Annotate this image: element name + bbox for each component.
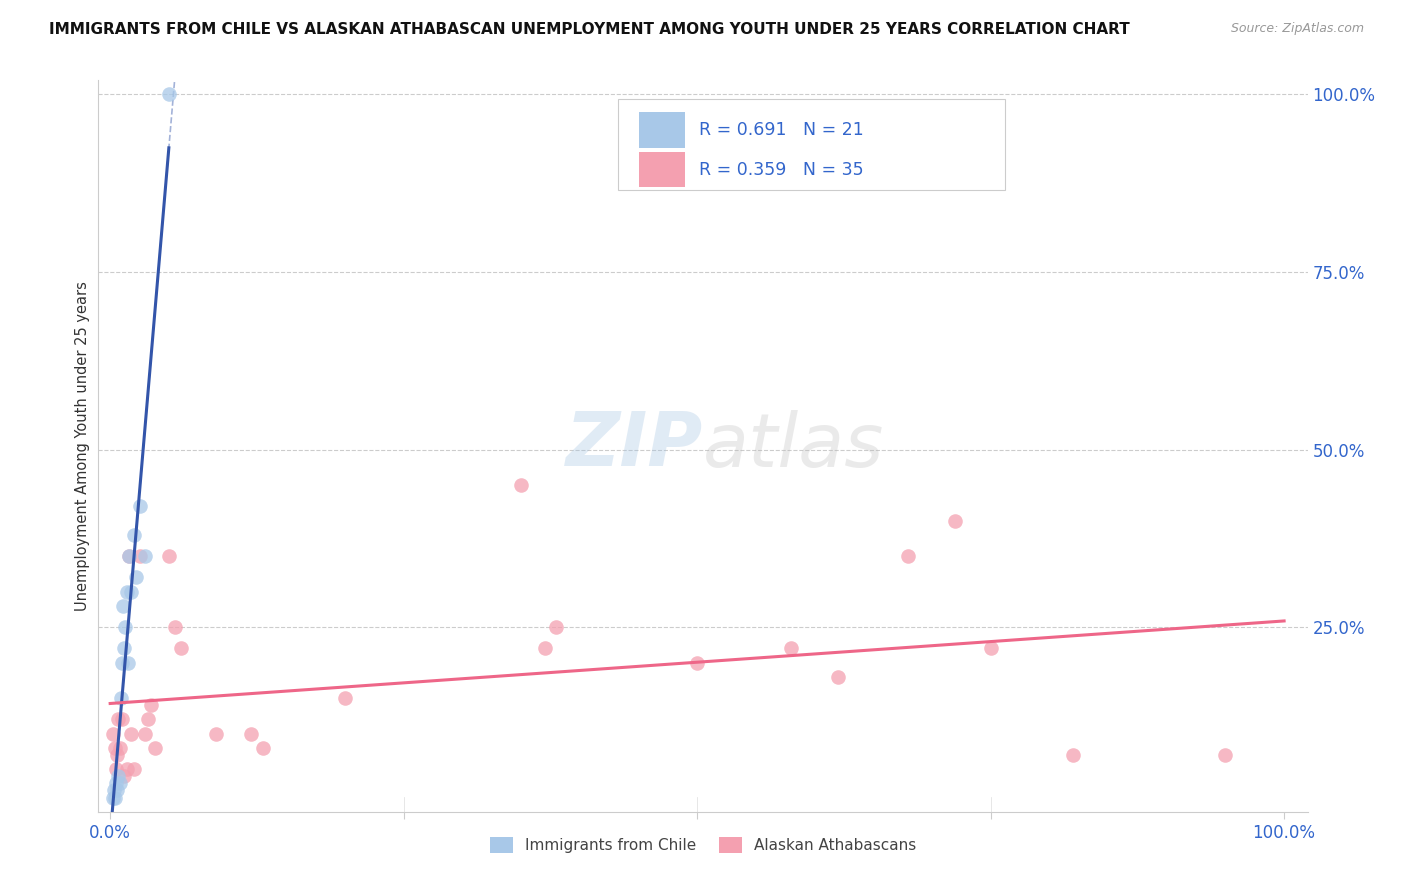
Point — [533, 641, 555, 656]
Point — [122, 762, 145, 776]
Point — [157, 549, 180, 563]
Point — [333, 691, 356, 706]
Point — [120, 584, 142, 599]
Point — [240, 726, 263, 740]
Point — [110, 691, 132, 706]
Point — [163, 620, 186, 634]
Point — [107, 769, 129, 783]
Point — [128, 549, 150, 563]
Point — [107, 713, 129, 727]
Point — [105, 762, 128, 776]
Point — [104, 790, 127, 805]
Text: ZIP: ZIP — [565, 409, 703, 483]
Point — [141, 698, 163, 713]
Point — [686, 656, 709, 670]
Point — [115, 584, 138, 599]
Point — [117, 656, 139, 670]
Point — [118, 549, 141, 563]
Point — [103, 783, 125, 797]
FancyBboxPatch shape — [638, 112, 685, 147]
Point — [1062, 747, 1084, 762]
Point — [204, 726, 226, 740]
Text: R = 0.691   N = 21: R = 0.691 N = 21 — [699, 121, 865, 139]
Point — [122, 528, 145, 542]
Point — [252, 740, 274, 755]
Point — [980, 641, 1002, 656]
Point — [128, 500, 150, 514]
Legend: Immigrants from Chile, Alaskan Athabascans: Immigrants from Chile, Alaskan Athabasca… — [484, 830, 922, 859]
Point — [1215, 747, 1237, 762]
Point — [120, 726, 142, 740]
Point — [115, 762, 138, 776]
Point — [105, 747, 128, 762]
Point — [897, 549, 920, 563]
Point — [136, 713, 159, 727]
Point — [134, 726, 156, 740]
Point — [169, 641, 191, 656]
FancyBboxPatch shape — [619, 99, 1005, 190]
Point — [104, 740, 127, 755]
Point — [101, 790, 124, 805]
Point — [101, 726, 124, 740]
Text: atlas: atlas — [703, 410, 884, 482]
Text: IMMIGRANTS FROM CHILE VS ALASKAN ATHABASCAN UNEMPLOYMENT AMONG YOUTH UNDER 25 YE: IMMIGRANTS FROM CHILE VS ALASKAN ATHABAS… — [49, 22, 1130, 37]
Text: Source: ZipAtlas.com: Source: ZipAtlas.com — [1230, 22, 1364, 36]
Point — [111, 656, 134, 670]
Point — [546, 620, 568, 634]
FancyBboxPatch shape — [638, 152, 685, 187]
Point — [108, 740, 131, 755]
Point — [118, 549, 141, 563]
Point — [105, 776, 128, 790]
Point — [780, 641, 803, 656]
Point — [114, 620, 136, 634]
Point — [134, 549, 156, 563]
Point — [112, 641, 135, 656]
Y-axis label: Unemployment Among Youth under 25 years: Unemployment Among Youth under 25 years — [75, 281, 90, 611]
Point — [112, 599, 135, 613]
Point — [510, 478, 533, 492]
Point — [157, 87, 180, 102]
Point — [125, 570, 148, 584]
Point — [108, 776, 131, 790]
Point — [945, 514, 967, 528]
Point — [827, 670, 849, 684]
Point — [105, 783, 128, 797]
Text: R = 0.359   N = 35: R = 0.359 N = 35 — [699, 161, 865, 178]
Point — [111, 713, 134, 727]
Point — [112, 769, 135, 783]
Point — [143, 740, 166, 755]
